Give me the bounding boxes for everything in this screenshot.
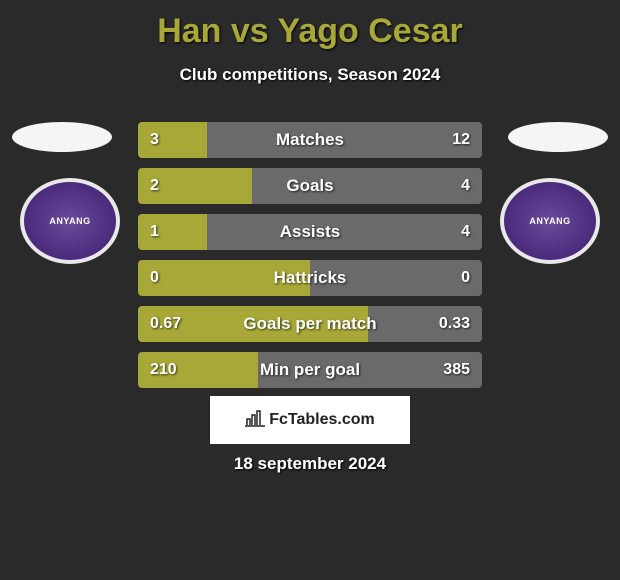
stat-bar-right bbox=[368, 306, 482, 342]
club-name-right: ANYANG bbox=[529, 216, 570, 226]
page-title: Han vs Yago Cesar bbox=[0, 0, 620, 51]
stat-bar-left bbox=[138, 214, 207, 250]
shield-icon: ANYANG bbox=[20, 178, 120, 264]
stat-row: 210385Min per goal bbox=[138, 352, 482, 388]
stat-bar-left bbox=[138, 306, 368, 342]
attribution-text: FcTables.com bbox=[269, 411, 375, 429]
stat-bar-left bbox=[138, 168, 252, 204]
shield-icon: ANYANG bbox=[500, 178, 600, 264]
stat-bar-left bbox=[138, 122, 207, 158]
stats-container: 312Matches 24Goals 14Assists 00Hattricks 0.6… bbox=[138, 122, 482, 398]
player-photo-left bbox=[12, 122, 112, 152]
stat-bar-right bbox=[207, 122, 482, 158]
stat-bar-left bbox=[138, 260, 310, 296]
stat-bar-right bbox=[258, 352, 482, 388]
stat-row: 14Assists bbox=[138, 214, 482, 250]
stat-row: 24Goals bbox=[138, 168, 482, 204]
stat-row: 312Matches bbox=[138, 122, 482, 158]
player-photo-right bbox=[508, 122, 608, 152]
page-subtitle: Club competitions, Season 2024 bbox=[0, 65, 620, 85]
stat-bar-right bbox=[207, 214, 482, 250]
date-text: 18 september 2024 bbox=[0, 454, 620, 474]
chart-icon bbox=[245, 409, 265, 432]
stat-row: 0.670.33Goals per match bbox=[138, 306, 482, 342]
stat-bar-right bbox=[252, 168, 482, 204]
stat-row: 00Hattricks bbox=[138, 260, 482, 296]
club-badge-left: ANYANG bbox=[20, 178, 120, 264]
stat-bar-right bbox=[310, 260, 482, 296]
club-name-left: ANYANG bbox=[49, 216, 90, 226]
club-badge-right: ANYANG bbox=[500, 178, 600, 264]
stat-bar-left bbox=[138, 352, 258, 388]
attribution-badge: FcTables.com bbox=[210, 396, 410, 444]
